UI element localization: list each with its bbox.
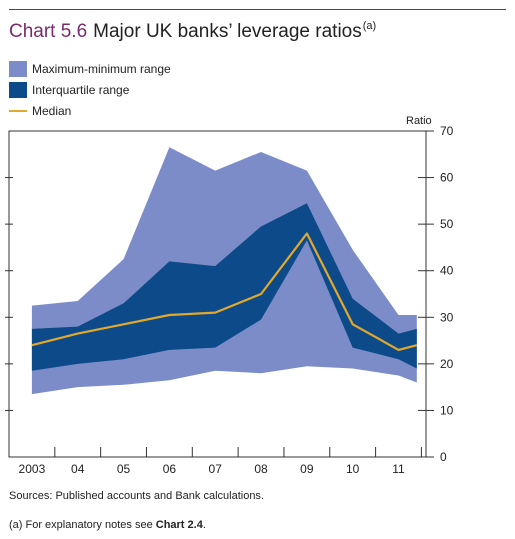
legend-label-range: Maximum-minimum range bbox=[32, 62, 171, 76]
legend-item-iqr: Interquartile range bbox=[9, 81, 129, 99]
series-interquartile-range-area bbox=[31, 203, 417, 371]
y-tick-label-40: 40 bbox=[440, 264, 454, 278]
top-rule bbox=[9, 9, 506, 10]
y-tick-label-60: 60 bbox=[440, 171, 454, 185]
legend-label-median: Median bbox=[32, 104, 72, 118]
y-tick-label-70: 70 bbox=[440, 124, 454, 138]
title-footnote-marker: (a) bbox=[362, 20, 377, 32]
y-tick-label-50: 50 bbox=[440, 217, 454, 231]
y-tick-label-0: 0 bbox=[440, 450, 447, 464]
x-tick-label-09: 09 bbox=[300, 462, 314, 476]
legend-swatch-median bbox=[9, 110, 27, 112]
footnote-ref: Chart 2.4 bbox=[155, 519, 203, 531]
x-tick-label-07: 07 bbox=[209, 462, 223, 476]
legend-swatch-iqr bbox=[9, 82, 27, 98]
y-axis-label: Ratio bbox=[406, 115, 432, 127]
x-tick-label-05: 05 bbox=[117, 462, 131, 476]
y-tick-label-10: 10 bbox=[440, 403, 454, 417]
chart-title: Chart 5.6 Major UK banks’ leverage ratios… bbox=[9, 20, 376, 43]
x-tick-label-10: 10 bbox=[346, 462, 360, 476]
legend-swatch-range bbox=[9, 61, 27, 77]
x-tick-label-06: 06 bbox=[163, 462, 177, 476]
legend-label-iqr: Interquartile range bbox=[32, 83, 130, 97]
x-tick-label-04: 04 bbox=[71, 462, 85, 476]
y-tick-label-30: 30 bbox=[440, 310, 454, 324]
footnote: (a) For explanatory notes see Chart 2.4. bbox=[9, 519, 206, 531]
footnote-suffix: . bbox=[202, 519, 206, 531]
sources-text: Sources: Published accounts and Bank cal… bbox=[9, 490, 264, 502]
legend-item-range: Maximum-minimum range bbox=[9, 60, 171, 78]
plot-frame bbox=[8, 130, 427, 458]
footnote-prefix: (a) For explanatory notes see bbox=[9, 519, 156, 531]
legend-item-median: Median bbox=[9, 102, 71, 120]
chart-number: Chart 5.6 bbox=[9, 21, 88, 42]
x-tick-label-2003: 2003 bbox=[19, 462, 46, 476]
chart-title-text: Major UK banks’ leverage ratios bbox=[93, 21, 362, 42]
series-median-line bbox=[31, 232, 418, 351]
x-tick-label-08: 08 bbox=[254, 462, 268, 476]
y-tick-label-20: 20 bbox=[440, 357, 454, 371]
x-tick-label-11: 11 bbox=[392, 462, 405, 476]
